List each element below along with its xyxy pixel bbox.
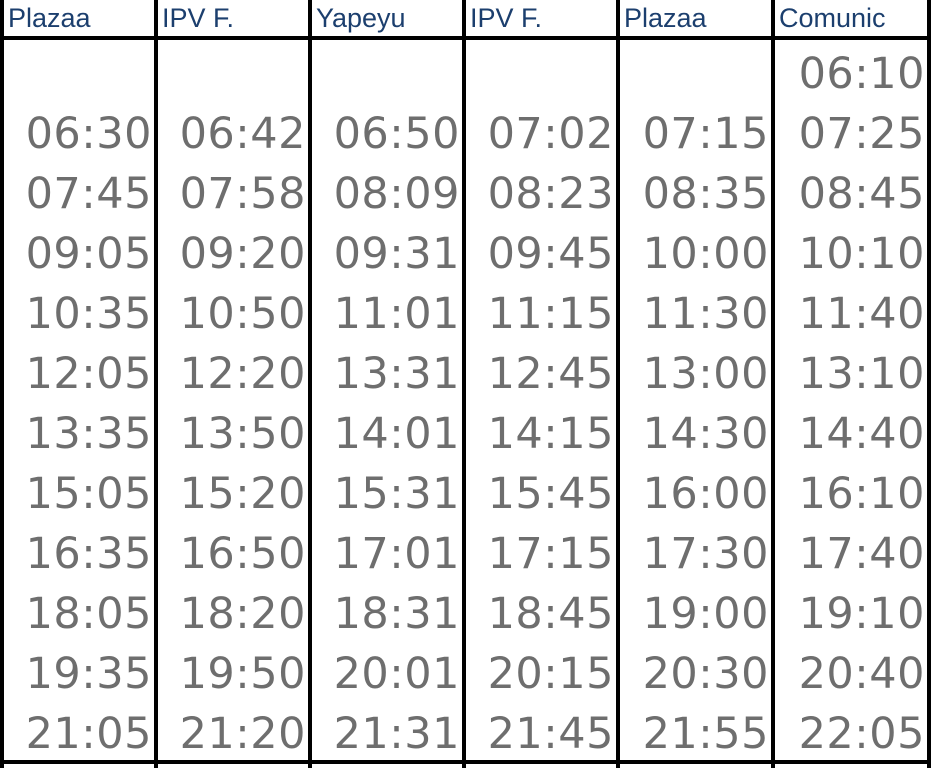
departure-time: 19:50 <box>179 649 306 699</box>
departure-time: 11:40 <box>798 289 925 339</box>
departure-time: 10:50 <box>179 289 306 339</box>
departure-time: 14:30 <box>642 409 769 459</box>
departure-time: 21:05 <box>25 709 152 759</box>
departure-time: 14:15 <box>487 409 614 459</box>
departure-time: 06:30 <box>25 109 152 159</box>
timetable-column: Yapeyu 06:50 08:09 09:31 11:01 13:31 14:… <box>312 0 466 768</box>
column-header-label: Comunic <box>779 2 886 33</box>
departure-time: 17:30 <box>642 529 769 579</box>
departure-time: 10:35 <box>25 289 152 339</box>
departure-time: 11:01 <box>333 289 460 339</box>
departure-time: 19:00 <box>642 589 769 639</box>
departure-time: 21:31 <box>333 709 460 759</box>
departure-time: 13:00 <box>642 349 769 399</box>
column-header: IPV F. <box>466 0 616 40</box>
column-header-label: Plazaa <box>8 2 91 33</box>
column-times: 07:15 08:35 10:00 11:30 13:00 14:30 16:0… <box>620 40 771 764</box>
departure-time: 06:10 <box>798 49 925 99</box>
departure-time: 18:45 <box>487 589 614 639</box>
timetable-column: Plazaa 07:15 08:35 10:00 11:30 13:00 14:… <box>620 0 775 768</box>
departure-time: 16:00 <box>642 469 769 519</box>
column-header: Plazaa <box>620 0 771 40</box>
departure-time: 17:40 <box>798 529 925 579</box>
departure-time: 16:10 <box>798 469 925 519</box>
departure-time: 08:45 <box>798 169 925 219</box>
departure-time: 19:10 <box>798 589 925 639</box>
departure-time: 21:20 <box>179 709 306 759</box>
column-times: 06:10 07:25 08:45 10:10 11:40 13:10 14:4… <box>775 40 927 764</box>
departure-time: 20:15 <box>487 649 614 699</box>
departure-time: 10:00 <box>642 229 769 279</box>
departure-time: 07:58 <box>179 169 306 219</box>
column-times: 07:02 08:23 09:45 11:15 12:45 14:15 15:4… <box>466 40 616 764</box>
departure-time: 09:05 <box>25 229 152 279</box>
departure-time: 10:10 <box>798 229 925 279</box>
column-times: 06:50 08:09 09:31 11:01 13:31 14:01 15:3… <box>312 40 462 764</box>
departure-time: 15:31 <box>333 469 460 519</box>
departure-time: 07:45 <box>25 169 152 219</box>
departure-time: 11:30 <box>642 289 769 339</box>
departure-time: 15:05 <box>25 469 152 519</box>
departure-time: 09:45 <box>487 229 614 279</box>
departure-time: 13:35 <box>25 409 152 459</box>
departure-time: 08:35 <box>642 169 769 219</box>
departure-time: 20:40 <box>798 649 925 699</box>
departure-time: 17:15 <box>487 529 614 579</box>
departure-time: 07:02 <box>487 109 614 159</box>
departure-time: 17:01 <box>333 529 460 579</box>
departure-time: 09:20 <box>179 229 306 279</box>
departure-time: 13:50 <box>179 409 306 459</box>
timetable-column: Plazaa 06:30 07:45 09:05 10:35 12:05 13:… <box>0 0 158 768</box>
departure-time: 13:31 <box>333 349 460 399</box>
departure-time: 14:40 <box>798 409 925 459</box>
departure-time: 06:42 <box>179 109 306 159</box>
departure-time: 06:50 <box>333 109 460 159</box>
departure-time: 12:05 <box>25 349 152 399</box>
departure-time: 11:15 <box>487 289 614 339</box>
column-times: 06:30 07:45 09:05 10:35 12:05 13:35 15:0… <box>4 40 154 764</box>
column-header: Comunic <box>775 0 927 40</box>
column-header: Yapeyu <box>312 0 462 40</box>
departure-time: 08:09 <box>333 169 460 219</box>
departure-time: 15:20 <box>179 469 306 519</box>
timetable-column: IPV F. 06:42 07:58 09:20 10:50 12:20 13:… <box>158 0 312 768</box>
departure-time: 18:20 <box>179 589 306 639</box>
departure-time: 07:15 <box>642 109 769 159</box>
departure-time: 13:10 <box>798 349 925 399</box>
column-header-label: IPV F. <box>162 2 235 33</box>
departure-time: 21:55 <box>642 709 769 759</box>
timetable-column: IPV F. 07:02 08:23 09:45 11:15 12:45 14:… <box>466 0 620 768</box>
departure-time: 21:45 <box>487 709 614 759</box>
departure-time: 08:23 <box>487 169 614 219</box>
departure-time: 07:25 <box>798 109 925 159</box>
column-header-label: IPV F. <box>470 2 543 33</box>
column-header: Plazaa <box>4 0 154 40</box>
departure-time: 15:45 <box>487 469 614 519</box>
departure-time: 19:35 <box>25 649 152 699</box>
departure-time: 12:45 <box>487 349 614 399</box>
departure-time: 20:01 <box>333 649 460 699</box>
departure-time: 12:20 <box>179 349 306 399</box>
departure-time: 14:01 <box>333 409 460 459</box>
column-header-label: Plazaa <box>624 2 707 33</box>
column-header: IPV F. <box>158 0 308 40</box>
departure-time: 18:05 <box>25 589 152 639</box>
column-header-label: Yapeyu <box>316 2 406 33</box>
departure-time: 18:31 <box>333 589 460 639</box>
column-times: 06:42 07:58 09:20 10:50 12:20 13:50 15:2… <box>158 40 308 764</box>
departure-time: 16:35 <box>25 529 152 579</box>
departure-time: 16:50 <box>179 529 306 579</box>
timetable-column: Comunic 06:10 07:25 08:45 10:10 11:40 13… <box>775 0 931 768</box>
departure-time: 09:31 <box>333 229 460 279</box>
departure-time: 20:30 <box>642 649 769 699</box>
departure-time: 22:05 <box>798 709 925 759</box>
